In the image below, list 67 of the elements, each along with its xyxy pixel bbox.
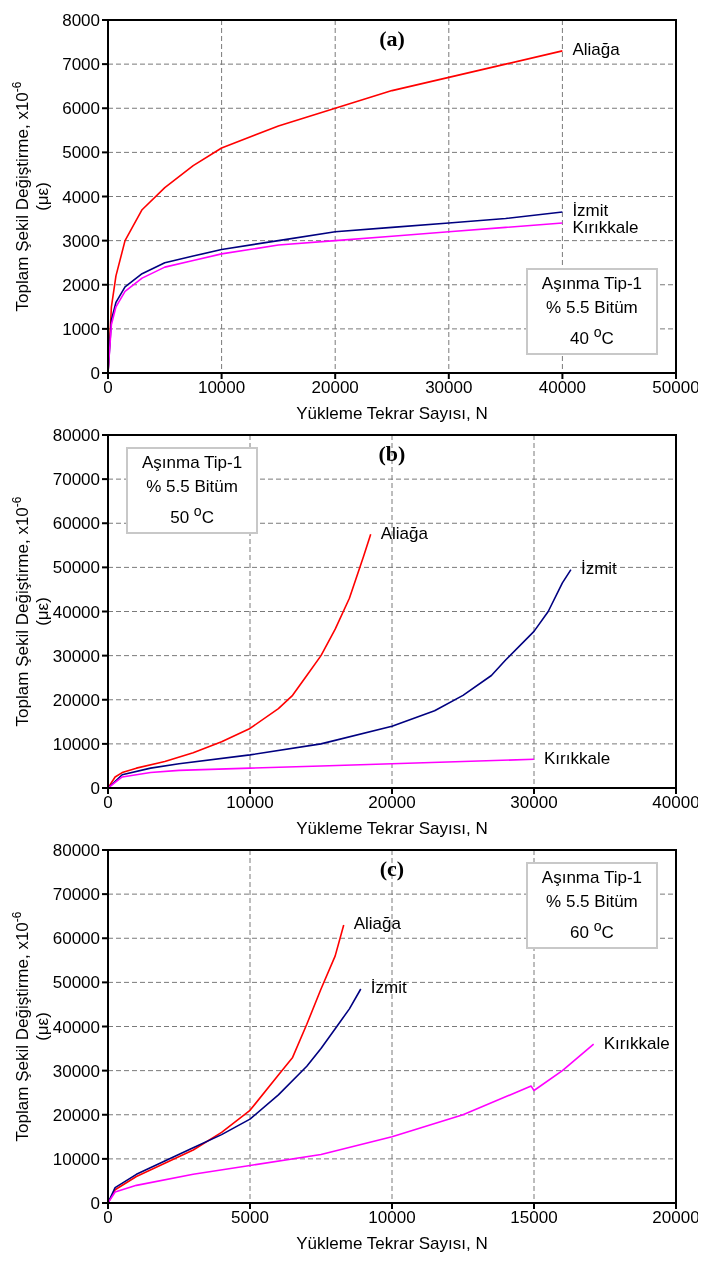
x-tick-label: 20000 <box>368 793 416 813</box>
y-tick-label: 30000 <box>52 646 100 666</box>
x-tick-label: 15000 <box>510 1208 558 1228</box>
y-tick-label: 8000 <box>62 11 100 31</box>
y-tick-label: 0 <box>90 1194 100 1214</box>
series-label: Aliağa <box>380 523 429 543</box>
x-tick-label: 20000 <box>311 378 359 398</box>
y-tick-label: 40000 <box>52 1017 100 1037</box>
annotation: (b) <box>378 441 406 466</box>
series-label: Kırıkkale <box>544 748 611 768</box>
y-tick-label: 30000 <box>52 1061 100 1081</box>
y-tick-label: 50000 <box>52 973 100 993</box>
y-tick-label: 0 <box>90 779 100 799</box>
annotation: % 5.5 Bitüm <box>145 476 239 498</box>
annotation: Aşınma Tip-1 <box>541 867 642 889</box>
y-tick-label: 4000 <box>62 187 100 207</box>
y-tick-label: 7000 <box>62 55 100 75</box>
y-tick-label: 80000 <box>52 841 100 861</box>
y-tick-label: 10000 <box>52 734 100 754</box>
series-label: İzmit <box>572 201 609 221</box>
x-axis-title: Yükleme Tekrar Sayısı, N <box>296 819 488 838</box>
annotation: 40 $^{o}$C <box>569 323 615 350</box>
annotation: Aşınma Tip-1 <box>541 273 642 296</box>
x-tick-label: 10000 <box>368 1208 416 1228</box>
annotation: 50 $^{o}$C <box>169 502 215 529</box>
y-tick-label: 3000 <box>62 231 100 251</box>
x-axis-title: Yükleme Tekrar Sayısı, N <box>296 1234 488 1253</box>
y-tick-label: 2000 <box>62 275 100 295</box>
y-tick-label: 50000 <box>52 558 100 578</box>
y-tick-label: 1000 <box>62 319 100 339</box>
x-tick-label: 40000 <box>538 378 587 398</box>
line-series <box>108 758 535 788</box>
line-series <box>108 533 372 788</box>
series-label: Aliağa <box>572 40 621 60</box>
x-tick-label: 10000 <box>226 793 274 813</box>
y-tick-label: 70000 <box>52 885 100 905</box>
series-label: İzmit <box>580 559 618 579</box>
x-tick-label: 0 <box>103 1208 113 1228</box>
series-label: Aliağa <box>353 914 402 934</box>
x-tick-label: 10000 <box>197 378 246 398</box>
y-tick-label: 20000 <box>52 690 100 710</box>
y-tick-label: 10000 <box>52 1149 100 1169</box>
x-tick-label: 0 <box>103 793 113 813</box>
y-tick-label: 80000 <box>52 426 100 446</box>
y-tick-label: 70000 <box>52 470 100 490</box>
annotation: (c) <box>379 856 405 881</box>
x-tick-label: 30000 <box>510 793 558 813</box>
x-tick-label: 30000 <box>425 378 473 398</box>
y-tick-label: 5000 <box>62 143 100 163</box>
y-tick-label: 60000 <box>52 929 100 949</box>
annotation: (a) <box>379 26 405 51</box>
x-axis-title: Yükleme Tekrar Sayısı, N <box>296 404 488 423</box>
x-tick-label: 5000 <box>231 1208 269 1228</box>
annotation: Aşınma Tip-1 <box>142 452 243 474</box>
series-label: Kırıkkale <box>572 218 639 238</box>
y-tick-label: 40000 <box>52 602 100 622</box>
y-tick-label: 20000 <box>52 1105 100 1125</box>
annotation: % 5.5 Bitüm <box>545 297 639 320</box>
y-tick-label: 60000 <box>52 514 100 534</box>
x-tick-label: 0 <box>103 378 113 398</box>
line-series <box>108 1043 595 1203</box>
y-tick-label: 0 <box>90 364 100 384</box>
annotation: % 5.5 Bitüm <box>545 891 639 913</box>
y-tick-label: 6000 <box>62 99 100 119</box>
series-label: İzmit <box>370 978 407 998</box>
annotation: 60 $^{o}$C <box>569 917 615 944</box>
series-label: Kırıkkale <box>603 1033 670 1053</box>
